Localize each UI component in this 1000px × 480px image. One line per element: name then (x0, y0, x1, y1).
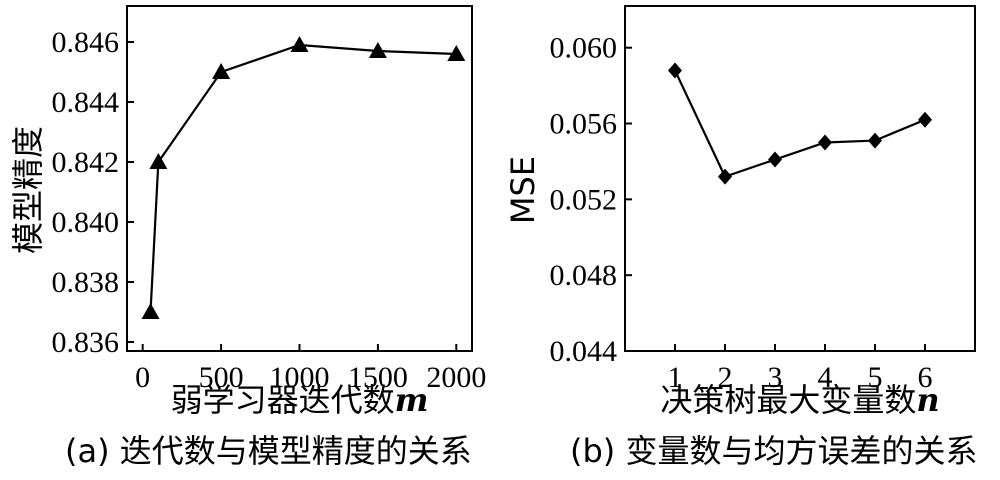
x-axis-label: 弱学习器迭代数m (171, 381, 429, 419)
series-line (674, 69, 926, 178)
chart-accuracy-vs-iterations: 0.836 0.838 0.840 0.842 0.844 0.846 0 500 1000 15… (9, 5, 486, 470)
x-axis-label: 决策树最大变量数n (660, 381, 939, 419)
y-tick-label: 0.838 (52, 266, 120, 299)
data-point (918, 111, 932, 128)
x-axis-label-text: 决策树最大变量数 (660, 381, 916, 419)
y-axis-label: 模型精度 (9, 126, 47, 254)
data-point (768, 151, 782, 168)
x-axis-variable: n (916, 381, 939, 419)
y-tick-label: 0.052 (550, 183, 618, 216)
y-tick-label: 0.846 (52, 26, 120, 59)
chart-mse-vs-variables: 0.044 0.048 0.052 0.056 0.060 1 2 3 4 5 6 MSE 决策树最大变… (504, 5, 977, 470)
y-axis-label: MSE (504, 156, 542, 224)
figure-caption: (a) 迭代数与模型精度的关系 (65, 432, 472, 470)
x-tick-label: 2 (718, 361, 733, 394)
data-point (868, 132, 882, 149)
figure-caption: (b) 变量数与均方误差的关系 (570, 432, 977, 470)
y-tick-label: 0.842 (52, 146, 120, 179)
plot-frame (126, 5, 473, 352)
x-tick-label: 500 (199, 361, 244, 394)
y-tick-label: 0.836 (52, 326, 120, 359)
x-tick-label: 3 (768, 361, 783, 394)
data-point (818, 134, 832, 151)
data-point (141, 303, 160, 319)
x-tick-label: 4 (818, 361, 833, 394)
x-axis-label-text: 弱学习器迭代数 (171, 381, 395, 419)
x-tick-label: 6 (918, 361, 933, 394)
y-tick-label: 0.048 (550, 259, 618, 292)
y-tick-label: 0.840 (52, 206, 120, 239)
data-point (368, 42, 387, 58)
y-tick-label: 0.844 (52, 86, 120, 119)
data-point (212, 63, 231, 79)
x-tick-label: 2000 (426, 361, 486, 394)
data-point (149, 153, 168, 169)
x-tick-label: 0 (135, 361, 150, 394)
y-tick-label: 0.060 (550, 32, 618, 65)
x-tick-label: 5 (868, 361, 883, 394)
plot-frame (624, 5, 976, 352)
series-line (149, 43, 457, 313)
data-point (668, 62, 682, 79)
data-point (290, 36, 309, 52)
x-tick-label: 1500 (348, 361, 408, 394)
data-point (447, 45, 466, 61)
y-tick-label: 0.044 (550, 335, 618, 368)
x-tick-label: 1000 (270, 361, 330, 394)
y-tick-label: 0.056 (550, 108, 618, 141)
x-tick-label: 1 (668, 361, 683, 394)
x-axis-variable: m (395, 381, 429, 419)
data-point (718, 168, 732, 185)
